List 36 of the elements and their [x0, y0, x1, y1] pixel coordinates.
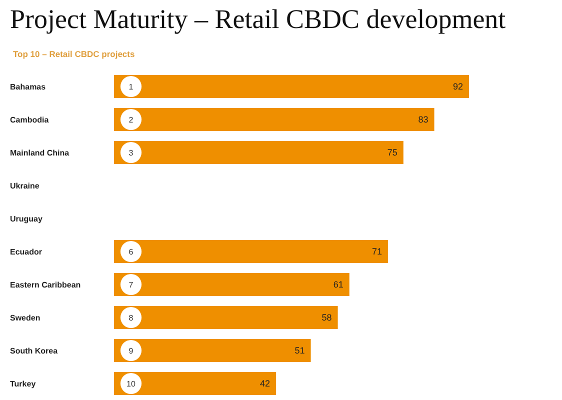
bar [114, 108, 434, 132]
y-tick-label: Eastern Caribbean [10, 280, 81, 290]
y-tick-label: South Korea [10, 346, 58, 356]
bar [114, 74, 469, 98]
y-tick-label: Ukraine [10, 181, 40, 190]
annotation: 6 [128, 247, 134, 256]
bar [114, 338, 311, 362]
data-label: 42 [260, 378, 270, 389]
data-label: 92 [452, 82, 463, 92]
annotation: 3 [128, 148, 134, 158]
data-label: 83 [418, 114, 428, 125]
data-label: 61 [333, 280, 344, 290]
chart-subtitle: Top 10 – Retail CBDC projects [13, 49, 135, 59]
bar [114, 272, 350, 296]
annotation: 1 [128, 82, 134, 92]
data-label: 58 [322, 312, 332, 323]
y-tick-label: Sweden [10, 313, 40, 322]
bar [114, 140, 404, 164]
annotation: 2 [128, 115, 134, 124]
data-label: 51 [294, 346, 305, 356]
data-label: 71 [372, 246, 382, 257]
y-tick-label: Uruguay [10, 214, 43, 224]
annotation: 8 [128, 313, 134, 322]
y-tick-label: Cambodia [10, 115, 50, 124]
y-tick-label: Turkey [10, 379, 36, 388]
bar [114, 372, 276, 396]
y-tick-label: Ecuador [10, 247, 42, 256]
bar [114, 240, 388, 264]
y-tick-label: Mainland China [10, 148, 70, 158]
annotation: 9 [128, 346, 134, 356]
bar [114, 306, 338, 330]
chart-title: Project Maturity – Retail CBDC development [10, 4, 506, 34]
y-tick-label: Bahamas [10, 82, 46, 92]
annotation: 7 [128, 280, 134, 290]
data-label: 75 [387, 148, 398, 158]
annotation: 10 [126, 379, 136, 388]
